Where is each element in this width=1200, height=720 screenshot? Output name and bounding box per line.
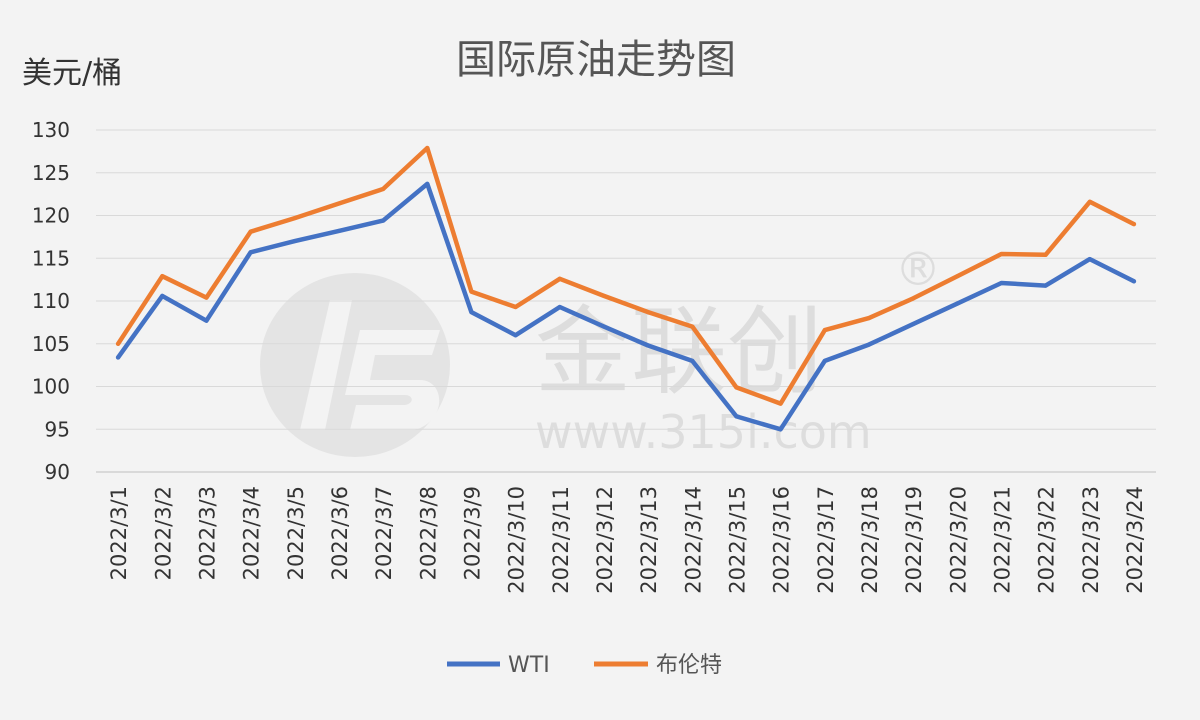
- y-tick-label: 100: [32, 375, 70, 399]
- wti-data-point: [248, 250, 253, 255]
- brent-data-point: [116, 341, 121, 346]
- brent-data-point: [955, 274, 960, 279]
- wti-data-point: [601, 324, 606, 329]
- x-tick-label: 2022/3/21: [990, 486, 1014, 594]
- y-tick-label: 125: [32, 161, 70, 185]
- brent-data-point: [690, 324, 695, 329]
- y-tick-label: 90: [45, 460, 70, 484]
- watermark-logo-stroke: [300, 300, 352, 430]
- y-tick-label: 105: [32, 332, 70, 356]
- x-tick-label: 2022/3/6: [328, 486, 352, 580]
- x-tick-label: 2022/3/8: [416, 486, 440, 580]
- watermark-brand: 金联创: [535, 296, 823, 408]
- x-tick-label: 2022/3/13: [637, 486, 661, 594]
- brent-data-point: [513, 304, 518, 309]
- brent-data-point: [292, 216, 297, 221]
- x-tick-label: 2022/3/5: [284, 486, 308, 580]
- x-tick-label: 2022/3/9: [460, 486, 484, 580]
- brent-data-point: [1043, 252, 1048, 257]
- brent-data-point: [822, 328, 827, 333]
- wti-data-point: [734, 414, 739, 419]
- wti-data-point: [646, 343, 651, 348]
- x-tick-label: 2022/3/18: [858, 486, 882, 594]
- wti-data-point: [469, 310, 474, 315]
- watermark: 金联创 www.315i.com ®: [260, 242, 941, 459]
- x-tick-label: 2022/3/7: [372, 486, 396, 580]
- y-tick-label: 110: [32, 289, 70, 313]
- wti-data-point: [955, 301, 960, 306]
- y-tick-label: 120: [32, 204, 70, 228]
- x-tick-label: 2022/3/3: [195, 486, 219, 580]
- y-axis-unit-label: 美元/桶: [22, 56, 122, 91]
- wti-data-point: [690, 358, 695, 363]
- wti-data-point: [911, 322, 916, 327]
- wti-data-point: [866, 342, 871, 347]
- brent-data-point: [1131, 222, 1136, 227]
- wti-data-point: [1087, 257, 1092, 262]
- wti-data-point: [425, 181, 430, 186]
- x-axis-ticks: 2022/3/1 2022/3/2 2022/3/3 2022/3/4 2022/3/5…: [107, 486, 1147, 594]
- brent-data-point: [911, 296, 916, 301]
- brent-data-point: [1087, 199, 1092, 204]
- wti-data-point: [778, 427, 783, 432]
- y-tick-label: 95: [45, 417, 70, 441]
- watermark-logo-mark: [345, 330, 440, 430]
- x-tick-label: 2022/3/1: [107, 486, 131, 580]
- brent-data-point: [160, 274, 165, 279]
- x-tick-label: 2022/3/22: [1035, 486, 1059, 594]
- series-lines: [115, 145, 1137, 432]
- wti-data-point: [557, 304, 562, 309]
- legend-label-wti: WTI: [508, 653, 550, 678]
- series-line-brent: [115, 145, 1137, 406]
- gridlines: [96, 129, 1156, 473]
- x-tick-label: 2022/3/12: [593, 486, 617, 594]
- watermark-url: www.315i.com: [535, 405, 872, 459]
- x-tick-label: 2022/3/16: [770, 486, 794, 594]
- brent-data-point: [469, 289, 474, 294]
- x-tick-label: 2022/3/17: [814, 486, 838, 594]
- wti-data-point: [116, 355, 121, 360]
- x-tick-label: 2022/3/24: [1123, 486, 1147, 594]
- brent-data-point: [381, 186, 386, 191]
- wti-data-point: [999, 281, 1004, 286]
- brent-data-point: [557, 276, 562, 281]
- x-tick-label: 2022/3/15: [725, 486, 749, 594]
- brent-data-point: [204, 295, 209, 300]
- x-tick-label: 2022/3/23: [1079, 486, 1103, 594]
- wti-data-point: [292, 239, 297, 244]
- brent-data-point: [734, 385, 739, 390]
- chart-title: 国际原油走势图: [456, 37, 736, 83]
- x-tick-label: 2022/3/19: [902, 486, 926, 594]
- brent-data-point: [999, 251, 1004, 256]
- legend: WTI 布伦特: [447, 653, 722, 678]
- wti-data-point: [1043, 283, 1048, 288]
- wti-data-point: [381, 218, 386, 223]
- brent-data-point: [866, 316, 871, 321]
- x-tick-label: 2022/3/10: [505, 486, 529, 594]
- wti-data-point: [1131, 279, 1136, 284]
- y-tick-label: 130: [32, 118, 70, 142]
- y-axis-ticks: 90 95 100 105 110 115 120 125 130: [32, 118, 70, 484]
- x-tick-label: 2022/3/20: [946, 486, 970, 594]
- y-tick-label: 115: [32, 246, 70, 270]
- x-tick-label: 2022/3/14: [681, 486, 705, 594]
- brent-data-point: [601, 293, 606, 298]
- wti-data-point: [822, 358, 827, 363]
- wti-data-point: [204, 318, 209, 323]
- brent-data-point: [425, 145, 430, 150]
- legend-label-brent: 布伦特: [656, 653, 722, 678]
- x-tick-label: 2022/3/4: [240, 486, 264, 580]
- brent-data-point: [248, 229, 253, 234]
- x-tick-label: 2022/3/2: [151, 486, 175, 580]
- brent-data-point: [778, 401, 783, 406]
- wti-data-point: [336, 228, 341, 233]
- brent-data-point: [336, 201, 341, 206]
- series-line-wti: [115, 181, 1137, 432]
- wti-data-point: [513, 333, 518, 338]
- x-tick-label: 2022/3/11: [549, 486, 573, 594]
- brent-data-point: [646, 310, 651, 315]
- wti-data-point: [160, 293, 165, 298]
